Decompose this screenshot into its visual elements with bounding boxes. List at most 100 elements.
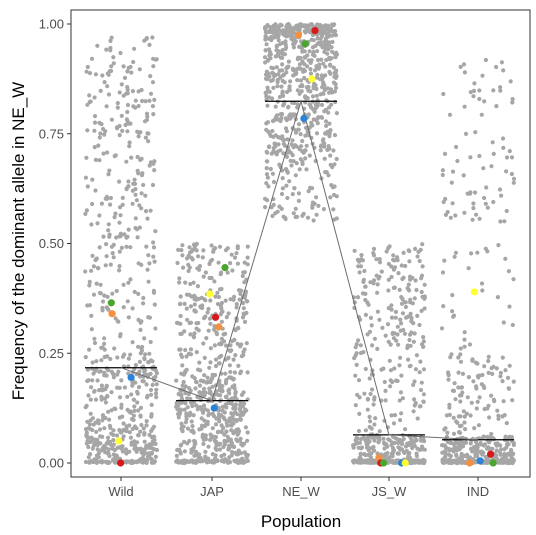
- data-point: [129, 70, 134, 75]
- data-point: [328, 195, 333, 200]
- data-point: [211, 459, 216, 465]
- data-point: [241, 353, 246, 358]
- data-point: [88, 452, 93, 457]
- data-point: [375, 309, 380, 314]
- data-point: [476, 423, 481, 428]
- data-point: [376, 440, 381, 445]
- data-point: [291, 42, 296, 47]
- data-point: [333, 32, 338, 38]
- data-point: [387, 358, 392, 363]
- data-point: [357, 440, 362, 445]
- highlight-point: [127, 373, 135, 381]
- data-point: [141, 182, 146, 188]
- data-point: [383, 398, 388, 403]
- data-point: [127, 430, 132, 435]
- data-point: [224, 315, 229, 320]
- data-point: [180, 396, 185, 402]
- data-point: [399, 263, 404, 268]
- data-point: [192, 293, 197, 298]
- data-point: [146, 279, 151, 284]
- data-point: [450, 169, 456, 174]
- data-point: [288, 158, 293, 163]
- data-point: [212, 279, 217, 284]
- data-point: [139, 87, 144, 93]
- highlight-point: [117, 459, 125, 467]
- data-point: [283, 116, 288, 121]
- data-point: [203, 454, 208, 459]
- data-point: [268, 166, 273, 172]
- data-point: [133, 363, 138, 368]
- data-point: [380, 325, 385, 330]
- data-point: [231, 431, 236, 436]
- data-point: [187, 245, 192, 250]
- data-point: [183, 280, 188, 285]
- data-point: [369, 451, 374, 456]
- data-point: [152, 97, 157, 102]
- data-point: [201, 274, 206, 279]
- data-point: [93, 157, 98, 162]
- data-point: [208, 432, 213, 437]
- data-point: [179, 442, 184, 447]
- data-point: [174, 378, 179, 383]
- data-point: [295, 57, 300, 62]
- points-layer: [83, 22, 517, 466]
- data-point: [296, 198, 301, 203]
- data-point: [448, 355, 453, 360]
- data-point: [264, 149, 269, 154]
- data-point: [319, 115, 325, 120]
- data-point: [193, 460, 198, 465]
- data-point: [363, 366, 368, 372]
- data-point: [174, 459, 179, 464]
- data-point: [490, 371, 495, 376]
- highlight-point: [115, 437, 123, 445]
- data-point: [306, 189, 311, 194]
- data-point: [144, 111, 150, 116]
- data-point: [360, 291, 365, 296]
- data-point: [468, 90, 473, 95]
- data-point: [317, 62, 322, 67]
- data-point: [94, 359, 99, 364]
- data-point: [230, 268, 235, 273]
- data-point: [122, 385, 127, 390]
- data-point: [181, 380, 186, 385]
- data-point: [312, 109, 317, 114]
- data-point: [440, 450, 445, 455]
- data-point: [83, 269, 88, 274]
- data-point: [197, 360, 202, 365]
- data-point: [478, 440, 483, 446]
- data-point: [229, 453, 234, 458]
- data-point: [115, 355, 120, 360]
- data-point: [461, 62, 467, 67]
- data-point: [84, 208, 89, 213]
- data-point: [396, 451, 401, 456]
- data-point: [109, 390, 114, 395]
- data-point: [477, 153, 482, 159]
- data-point: [276, 142, 281, 147]
- data-point: [141, 301, 146, 306]
- data-point: [89, 435, 94, 440]
- data-point: [154, 387, 159, 392]
- data-point: [405, 345, 410, 351]
- data-point: [391, 446, 396, 451]
- data-point: [327, 121, 332, 126]
- data-point: [291, 211, 296, 216]
- x-tick-label: JAP: [200, 484, 224, 499]
- data-point: [368, 315, 373, 320]
- data-point: [148, 160, 153, 165]
- data-point: [440, 172, 445, 178]
- data-point: [319, 34, 325, 39]
- data-point: [458, 352, 463, 357]
- data-point: [102, 370, 107, 375]
- data-point: [232, 383, 237, 388]
- data-point: [308, 89, 313, 94]
- data-point: [136, 408, 141, 413]
- data-point: [152, 168, 157, 173]
- data-point: [275, 149, 280, 154]
- data-point: [321, 43, 326, 48]
- data-point: [141, 426, 146, 431]
- data-point: [128, 245, 133, 250]
- data-point: [119, 405, 124, 410]
- data-point: [109, 431, 114, 436]
- data-point: [219, 429, 224, 434]
- data-point: [271, 202, 276, 207]
